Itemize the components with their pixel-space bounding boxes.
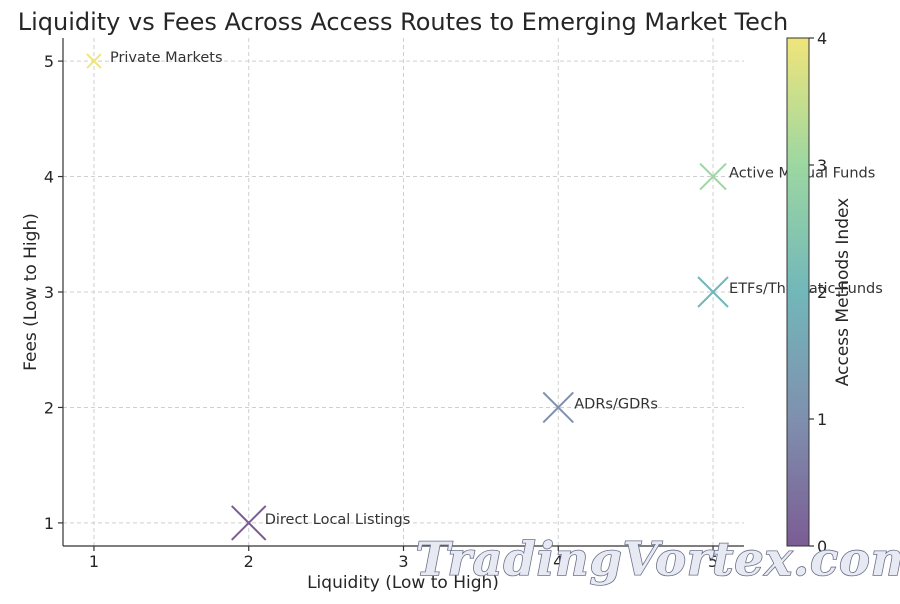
y-tick-label-2: 3 [44, 283, 54, 302]
colorbar-tick-label-1: 1 [817, 410, 827, 429]
scatter-point-1 [542, 391, 574, 424]
y-tick-label-1: 2 [44, 398, 54, 417]
colorbar-tick-label-4: 4 [817, 29, 827, 48]
y-tick-label-4: 5 [44, 52, 54, 71]
scatter-point-3 [699, 162, 727, 191]
axis-ticks: 1 2 3 4 5 1 2 3 4 5 [44, 52, 718, 571]
colorbar: 0 1 2 3 4 [786, 29, 827, 556]
chart-title: Liquidity vs Fees Across Access Routes t… [18, 8, 789, 36]
colorbar-tick-label-0: 0 [817, 537, 827, 556]
x-tick-label-2: 3 [398, 552, 408, 571]
point-label-4: Private Markets [110, 50, 223, 66]
colorbar-tick-label-2: 2 [817, 283, 827, 302]
y-tick-label-3: 4 [44, 168, 54, 187]
point-labels: Direct Local ListingsADRs/GDRsETFs/Thema… [110, 50, 883, 528]
x-axis-label: Liquidity (Low to High) [307, 573, 499, 593]
watermark-logo: TradingVortex.com [416, 532, 900, 586]
scatter-point-4 [86, 53, 102, 69]
colorbar-gradient [786, 37, 810, 547]
x-tick-label-3: 4 [553, 552, 563, 571]
scatter-point-2 [697, 276, 729, 308]
x-tick-label-4: 5 [708, 552, 718, 571]
point-label-1: ADRs/GDRs [574, 396, 658, 412]
grid-lines [63, 38, 744, 546]
scatter-points [86, 53, 729, 541]
point-label-0: Direct Local Listings [265, 512, 411, 528]
y-tick-label-0: 1 [44, 514, 54, 533]
colorbar-tick-label-3: 3 [817, 156, 827, 175]
scatter-point-0 [231, 505, 267, 541]
x-tick-label-1: 2 [244, 552, 254, 571]
colorbar-label: Access Methods Index [833, 198, 853, 386]
x-tick-label-0: 1 [89, 552, 99, 571]
y-axis-label: Fees (Low to High) [21, 213, 41, 371]
